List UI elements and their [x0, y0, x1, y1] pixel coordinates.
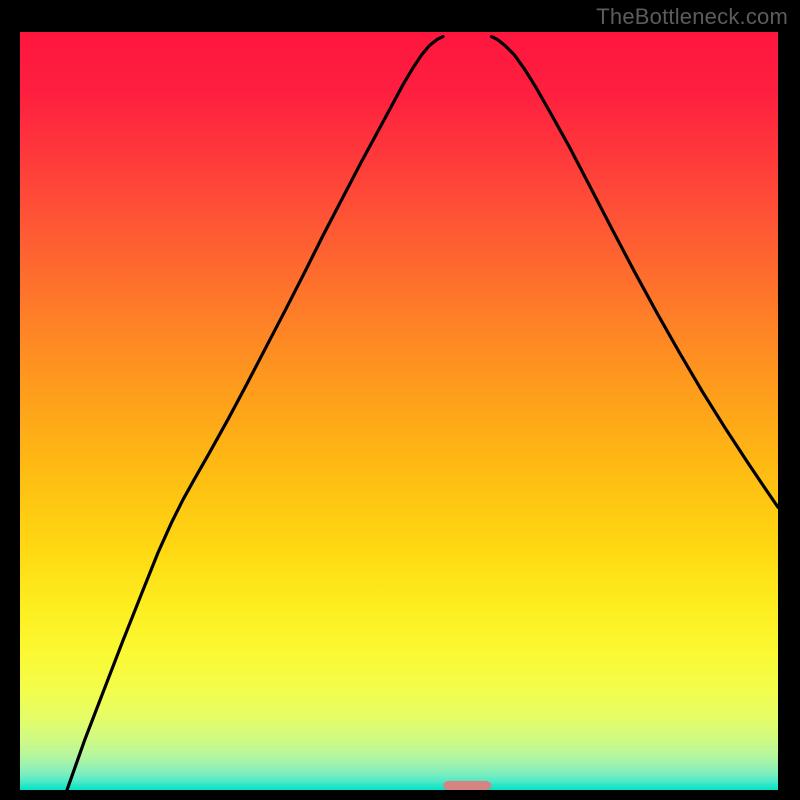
chart-container: TheBottleneck.com [0, 0, 800, 800]
watermark-text: TheBottleneck.com [596, 4, 788, 30]
plot-svg [20, 32, 778, 790]
gradient-background [20, 32, 778, 790]
optimum-marker [443, 781, 492, 790]
